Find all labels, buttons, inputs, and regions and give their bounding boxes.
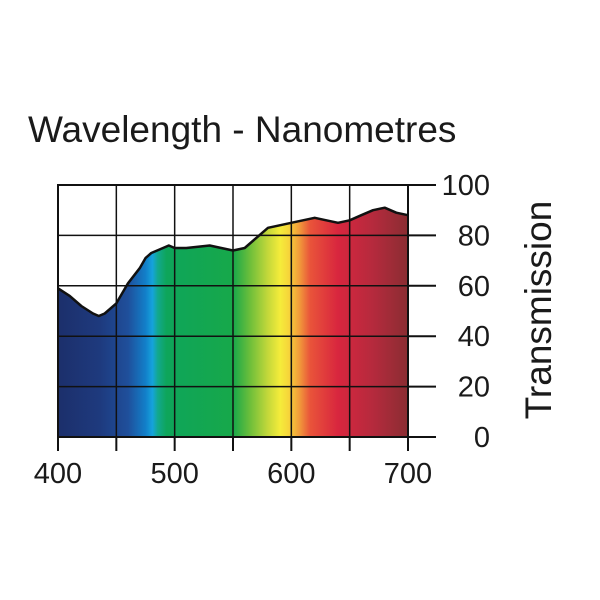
y-tick-label: 40 (458, 321, 490, 353)
x-tick-label: 700 (384, 458, 432, 490)
transmission-curve (57, 206, 409, 318)
x-tick-labels: 400 500 600 700 (34, 458, 432, 490)
y-tick-label: 0 (474, 422, 490, 454)
x-tick-label: 600 (267, 458, 315, 490)
y-axis-label: Transmission (518, 201, 559, 420)
x-tick-label: 500 (150, 458, 198, 490)
x-tick-label: 400 (34, 458, 82, 490)
y-tick-labels: 0 20 40 60 80 100 (442, 170, 490, 454)
gridlines (58, 185, 408, 437)
y-tick-label: 60 (458, 271, 490, 303)
y-tick-label: 80 (458, 220, 490, 252)
y-tick-label: 20 (458, 372, 490, 404)
y-tick-label: 100 (442, 170, 490, 202)
x-axis-label: Wavelength - Nanometres (28, 109, 456, 150)
axis-ticks (57, 184, 436, 451)
